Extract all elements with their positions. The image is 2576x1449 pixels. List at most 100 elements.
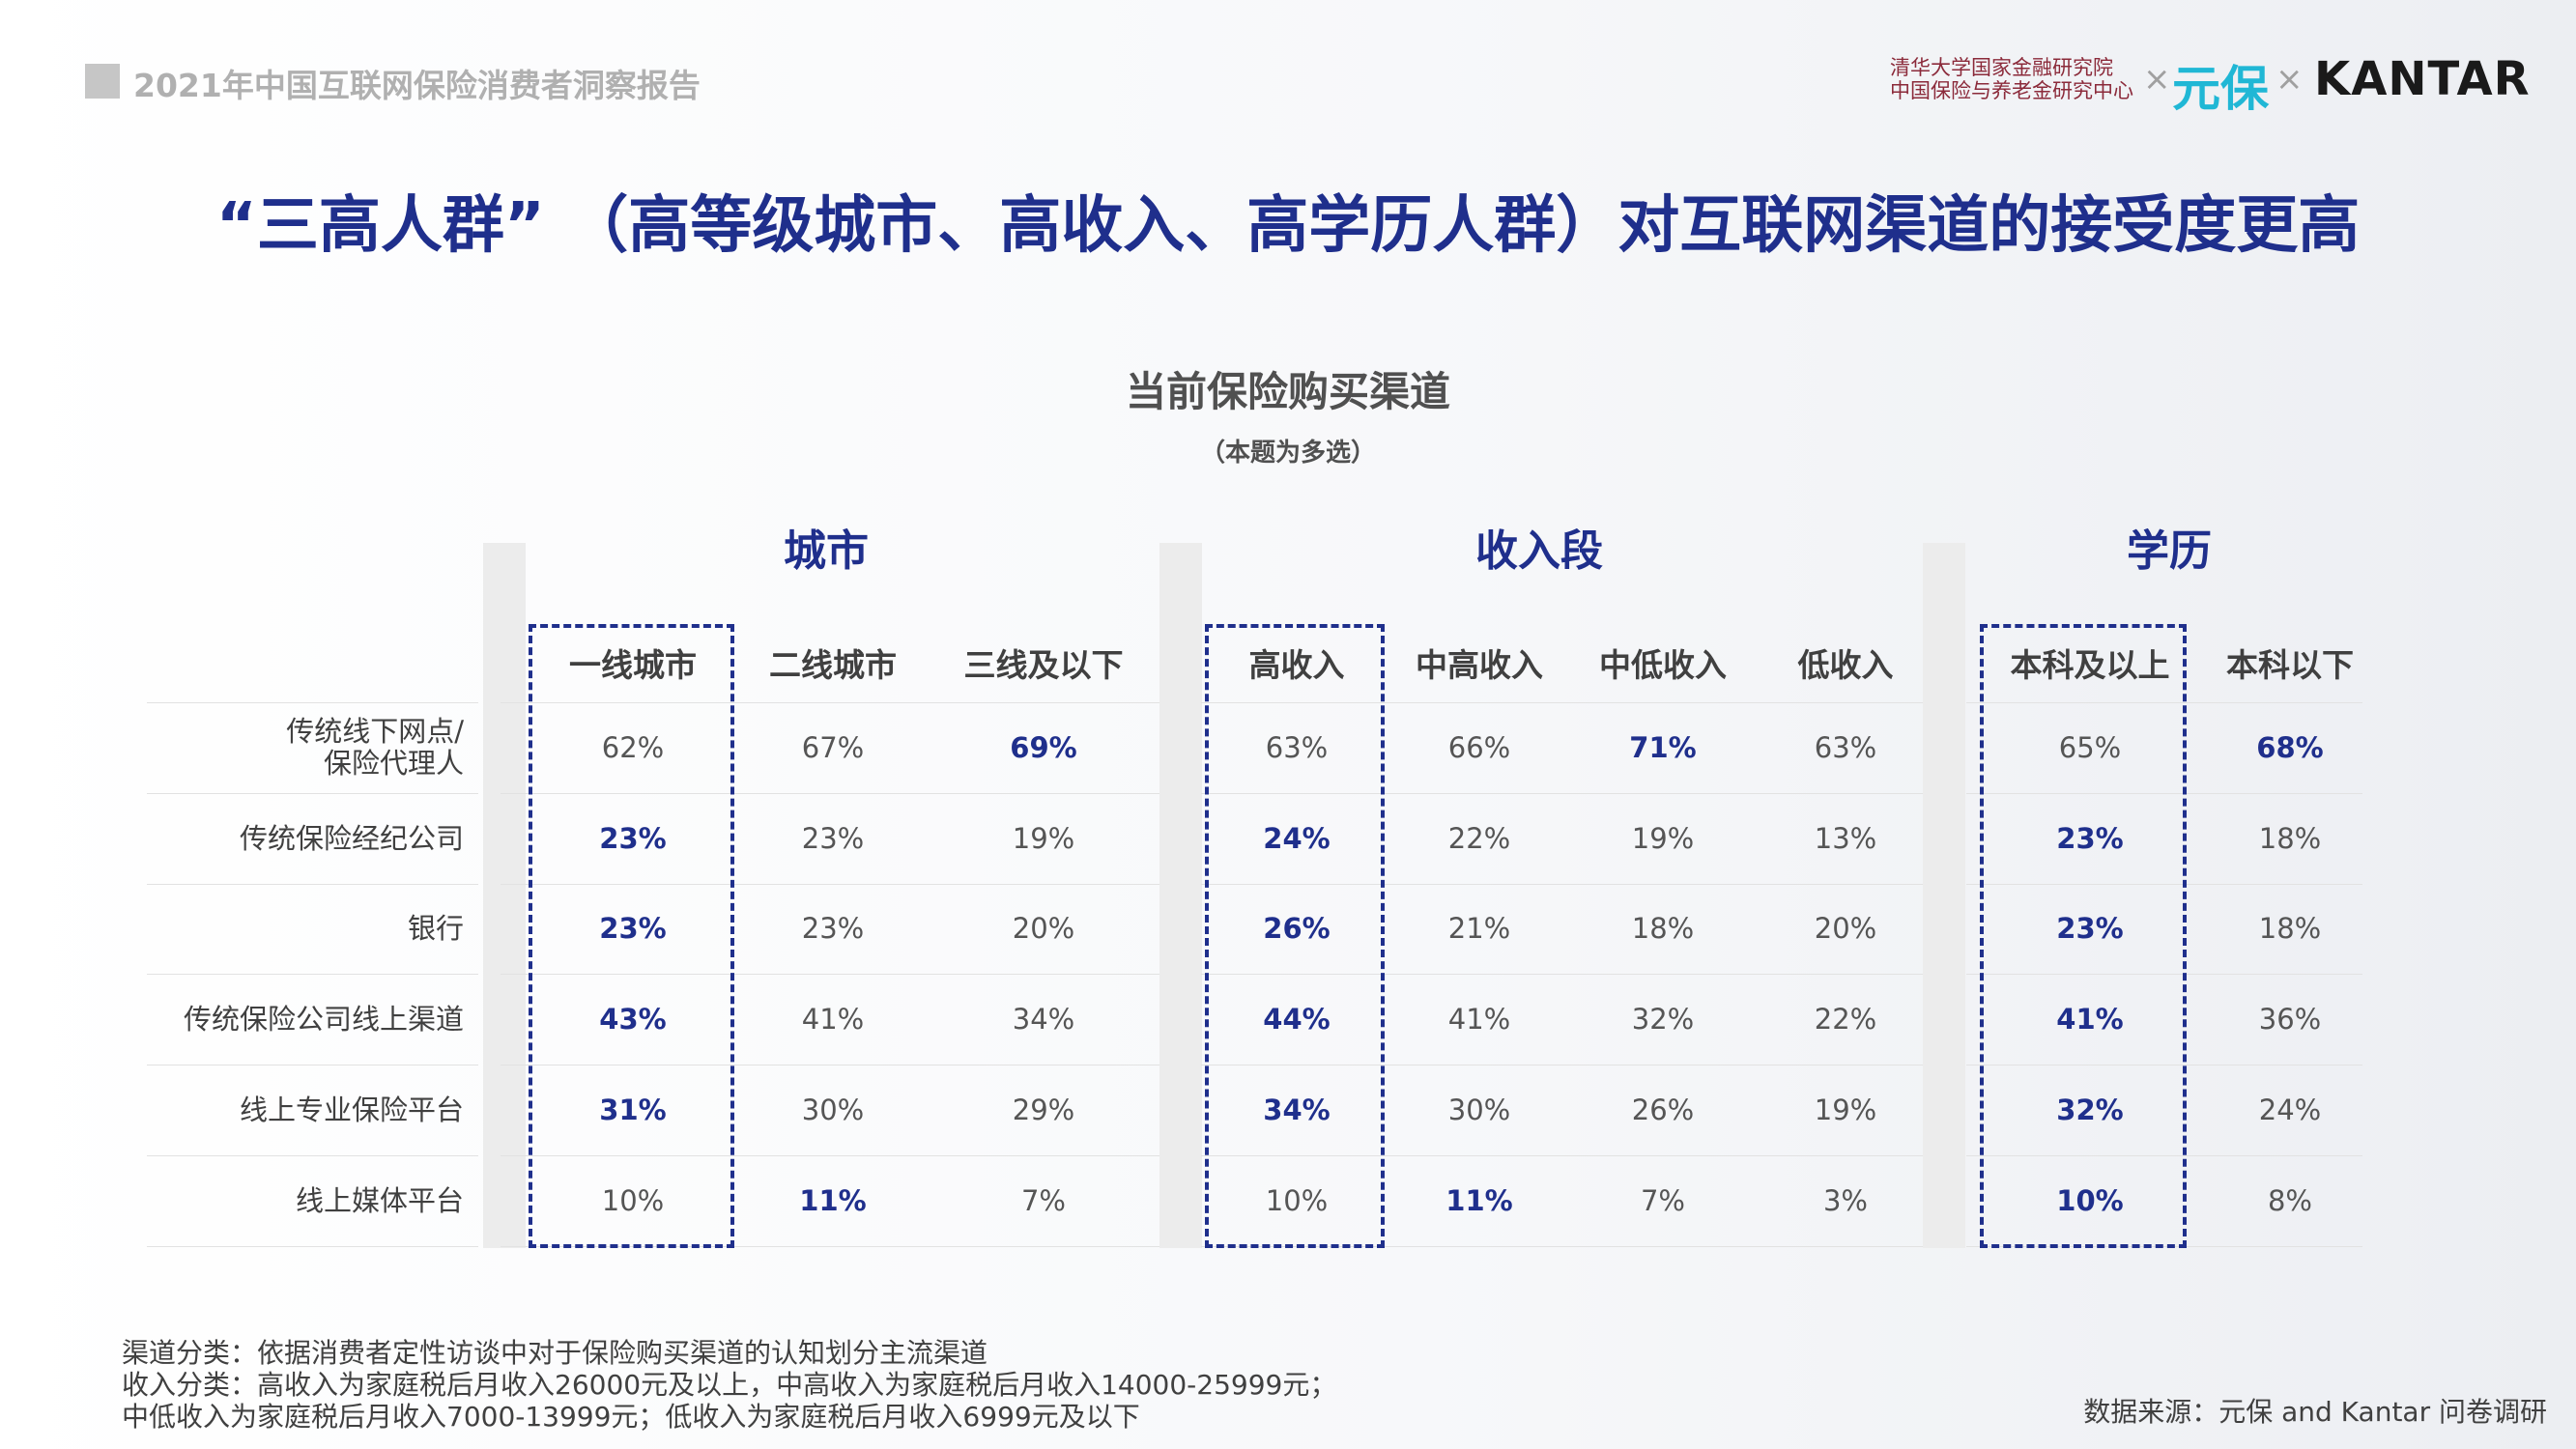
table-cell: 7% (1020, 1184, 1066, 1217)
table-cell: 66% (1447, 731, 1511, 764)
group-title: 城市 (784, 526, 869, 576)
row-separator (147, 884, 478, 885)
highlight-box (1980, 624, 2187, 1248)
row-label: 传统保险经纪公司 (240, 822, 464, 855)
row-separator (147, 1155, 478, 1156)
highlight-box (529, 624, 734, 1248)
row-separator (147, 1246, 478, 1247)
table-cell: 13% (1814, 822, 1877, 855)
report-title: 2021年中国互联网保险消费者洞察报告 (133, 67, 701, 104)
footnote-line: 渠道分类：依据消费者定性访谈中对于保险购买渠道的认知划分主流渠道 (122, 1337, 988, 1369)
row-separator (501, 884, 1159, 885)
column-header: 高收入 (1248, 646, 1345, 684)
table-cell: 3% (1822, 1184, 1868, 1217)
table-cell: 26% (1631, 1094, 1695, 1126)
table-cell: 10% (601, 1184, 665, 1217)
row-separator (1966, 702, 2362, 703)
footnote-line: 中低收入为家庭税后月收入7000-13999元；低收入为家庭税后月收入6999元… (122, 1401, 1140, 1433)
column-header: 本科以下 (2226, 646, 2354, 684)
logo-separator: × (2143, 60, 2171, 99)
row-separator (147, 702, 478, 703)
row-label-line: 线上媒体平台 (295, 1183, 464, 1217)
table-cell: 41% (2056, 1003, 2124, 1036)
table-cell: 23% (801, 912, 865, 945)
row-label-line: 传统线下网点/ (286, 715, 464, 748)
row-separator (1966, 974, 2362, 975)
table-cell: 18% (2258, 912, 2322, 945)
table-cell: 11% (1445, 1184, 1513, 1217)
table-cell: 34% (1012, 1003, 1075, 1036)
table-cell: 43% (599, 1003, 667, 1036)
row-separator (501, 1155, 1159, 1156)
page-title: “三高人群” （高等级城市、高收入、高学历人群）对互联网渠道的接受度更高 (215, 190, 2361, 262)
table-cell: 19% (1631, 822, 1695, 855)
row-separator (1201, 974, 1923, 975)
table-title: 当前保险购买渠道 (1125, 368, 1450, 415)
row-separator (501, 974, 1159, 975)
row-separator (1201, 1155, 1923, 1156)
row-label-line: 保险代理人 (323, 747, 464, 780)
table-cell: 21% (1447, 912, 1511, 945)
group-divider-strip (483, 543, 526, 1248)
group-divider-strip (1159, 543, 1202, 1248)
table-cell: 41% (1447, 1003, 1511, 1036)
table-cell: 26% (1263, 912, 1331, 945)
table-cell: 18% (2258, 822, 2322, 855)
table-cell: 10% (2056, 1184, 2124, 1217)
table-cell: 23% (599, 912, 667, 945)
table-cell: 7% (1640, 1184, 1685, 1217)
row-label-line: 传统保险公司线上渠道 (183, 1002, 464, 1036)
table-cell: 62% (601, 731, 665, 764)
table-cell: 23% (801, 822, 865, 855)
table-cell: 63% (1265, 731, 1329, 764)
row-separator (147, 974, 478, 975)
institute-logo-line2: 中国保险与养老金研究中心 (1890, 79, 2133, 102)
row-label-line: 银行 (407, 911, 464, 945)
table-cell: 10% (1265, 1184, 1329, 1217)
row-separator (147, 793, 478, 794)
table-cell: 30% (801, 1094, 865, 1126)
row-separator (1201, 884, 1923, 885)
table-cell: 20% (1814, 912, 1877, 945)
table-cell: 18% (1631, 912, 1695, 945)
table-cell: 29% (1012, 1094, 1075, 1126)
table-cell: 30% (1447, 1094, 1511, 1126)
row-separator (501, 1246, 1159, 1247)
column-header: 中高收入 (1416, 646, 1543, 684)
row-label: 线上专业保险平台 (240, 1094, 464, 1126)
row-separator (1966, 793, 2362, 794)
table-cell: 68% (2256, 731, 2324, 764)
row-label: 银行 (407, 911, 464, 945)
column-header: 低收入 (1797, 646, 1894, 684)
table-subtitle: （本题为多选） (1199, 439, 1376, 468)
header-square-icon (85, 64, 120, 99)
row-separator (1966, 884, 2362, 885)
footnotes: 渠道分类：依据消费者定性访谈中对于保险购买渠道的认知划分主流渠道 收入分类：高收… (122, 1337, 1336, 1433)
table-cell: 19% (1814, 1094, 1877, 1126)
table-cell: 67% (801, 731, 865, 764)
table-cell: 65% (2058, 731, 2122, 764)
row-separator (1966, 1155, 2362, 1156)
footnote-line: 收入分类：高收入为家庭税后月收入26000元及以上，中高收入为家庭税后月收入14… (122, 1369, 1337, 1401)
table-cell: 63% (1814, 731, 1877, 764)
row-separator (1201, 1246, 1923, 1247)
group-title: 收入段 (1475, 526, 1603, 576)
table-cell: 44% (1263, 1003, 1331, 1036)
group-title: 学历 (2127, 526, 2212, 576)
table-cell: 19% (1012, 822, 1075, 855)
column-header: 本科及以上 (2010, 646, 2170, 684)
kantar-logo: KANTAR (2314, 52, 2531, 106)
institute-logo: 清华大学国家金融研究院 中国保险与养老金研究中心 (1890, 56, 2133, 102)
table-cell: 24% (1263, 822, 1331, 855)
row-separator (501, 702, 1159, 703)
table-cell: 34% (1263, 1094, 1331, 1126)
table-cell: 20% (1012, 912, 1075, 945)
table-cell: 32% (2056, 1094, 2124, 1126)
table-cell: 69% (1010, 731, 1077, 764)
table-cell: 31% (599, 1094, 667, 1126)
table-cell: 24% (2258, 1094, 2322, 1126)
table-cell: 22% (1814, 1003, 1877, 1036)
table-cell: 32% (1631, 1003, 1695, 1036)
table-cell: 71% (1629, 731, 1697, 764)
data-source: 数据来源：元保 and Kantar 问卷调研 (2083, 1396, 2547, 1428)
